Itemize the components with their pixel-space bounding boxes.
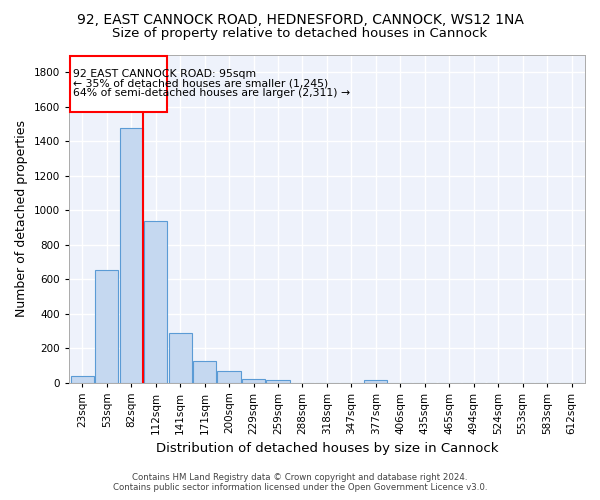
- FancyBboxPatch shape: [70, 56, 167, 112]
- Y-axis label: Number of detached properties: Number of detached properties: [15, 120, 28, 318]
- Text: 92 EAST CANNOCK ROAD: 95sqm: 92 EAST CANNOCK ROAD: 95sqm: [73, 70, 256, 80]
- Bar: [169, 332, 192, 382]
- Bar: [266, 380, 290, 382]
- Bar: [95, 270, 118, 382]
- X-axis label: Distribution of detached houses by size in Cannock: Distribution of detached houses by size …: [155, 442, 498, 455]
- Text: 64% of semi-detached houses are larger (2,311) →: 64% of semi-detached houses are larger (…: [73, 88, 350, 99]
- Bar: [217, 372, 241, 382]
- Bar: [119, 128, 143, 382]
- Bar: [242, 378, 265, 382]
- Bar: [71, 376, 94, 382]
- Bar: [193, 361, 216, 382]
- Bar: [144, 222, 167, 382]
- Text: Size of property relative to detached houses in Cannock: Size of property relative to detached ho…: [112, 28, 488, 40]
- Text: ← 35% of detached houses are smaller (1,245): ← 35% of detached houses are smaller (1,…: [73, 79, 328, 89]
- Bar: [364, 380, 388, 382]
- Text: 92, EAST CANNOCK ROAD, HEDNESFORD, CANNOCK, WS12 1NA: 92, EAST CANNOCK ROAD, HEDNESFORD, CANNO…: [77, 12, 523, 26]
- Text: Contains HM Land Registry data © Crown copyright and database right 2024.
Contai: Contains HM Land Registry data © Crown c…: [113, 473, 487, 492]
